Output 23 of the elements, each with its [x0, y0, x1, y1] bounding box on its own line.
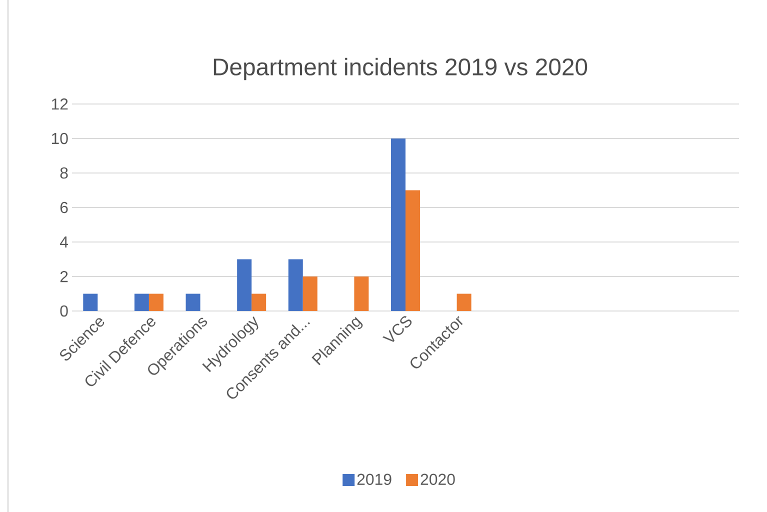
chart-title: Department incidents 2019 vs 2020: [214, 58, 588, 80]
legend-label: 2020: [420, 474, 455, 485]
x-tick-label: VCS: [382, 316, 412, 342]
bar: [456, 294, 472, 311]
bar: [288, 259, 303, 311]
bar: [302, 276, 318, 311]
y-tick-label: 10: [52, 132, 68, 144]
y-tick-label: 4: [60, 236, 68, 248]
y-tick-label: 2: [60, 270, 68, 282]
bar: [83, 294, 98, 311]
y-tick-label: 0: [60, 305, 68, 317]
bar: [391, 138, 406, 311]
bar: [252, 294, 266, 311]
y-tick-label: 8: [60, 167, 68, 179]
bar: [406, 190, 420, 311]
y-tick-label: 12: [52, 98, 68, 110]
bar: [186, 294, 200, 311]
legend-label: 2019: [357, 474, 392, 485]
bar: [237, 259, 252, 311]
bar: [354, 276, 369, 311]
bar: [134, 294, 149, 311]
y-tick-label: 6: [60, 202, 68, 214]
bar: [148, 294, 164, 311]
